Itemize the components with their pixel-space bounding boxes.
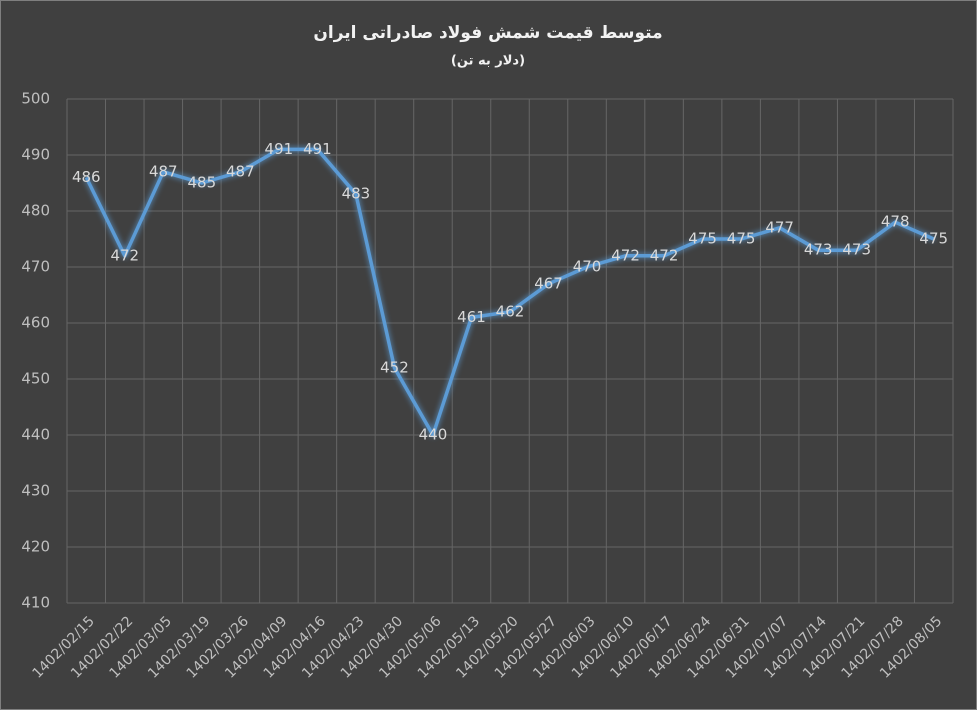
y-tick-label: 470	[21, 258, 50, 276]
data-label: 487	[226, 162, 255, 180]
data-label: 473	[842, 241, 871, 259]
data-label: 472	[650, 246, 679, 264]
data-label: 472	[110, 246, 139, 264]
y-tick-label: 420	[21, 538, 50, 556]
y-tick-label: 480	[21, 202, 50, 220]
data-label: 485	[188, 174, 217, 192]
data-label: 470	[573, 258, 602, 276]
data-label: 452	[380, 358, 409, 376]
data-label: 477	[765, 218, 794, 236]
y-tick-label: 490	[21, 146, 50, 164]
data-label: 467	[534, 274, 563, 292]
data-label: 487	[149, 162, 178, 180]
y-tick-label: 500	[21, 90, 50, 108]
data-label: 483	[342, 185, 371, 203]
data-label: 473	[804, 241, 833, 259]
data-label: 461	[457, 308, 486, 326]
y-tick-label: 440	[21, 426, 50, 444]
chart-title: متوسط قیمت شمش فولاد صادراتی ایران	[313, 23, 662, 43]
data-label: 472	[611, 246, 640, 264]
data-label: 486	[72, 168, 101, 186]
data-label: 475	[727, 230, 756, 248]
y-tick-label: 460	[21, 314, 50, 332]
y-tick-label: 450	[21, 370, 50, 388]
data-label: 491	[265, 140, 294, 158]
data-label: 491	[303, 140, 332, 158]
chart-subtitle: (دلار به تن)	[451, 54, 525, 69]
y-tick-label: 430	[21, 482, 50, 500]
data-label: 478	[881, 213, 910, 231]
data-label: 475	[919, 230, 948, 248]
data-label: 440	[419, 426, 448, 444]
data-label: 475	[688, 230, 717, 248]
y-tick-label: 410	[21, 594, 50, 612]
data-label: 462	[496, 302, 525, 320]
line	[84, 147, 935, 437]
